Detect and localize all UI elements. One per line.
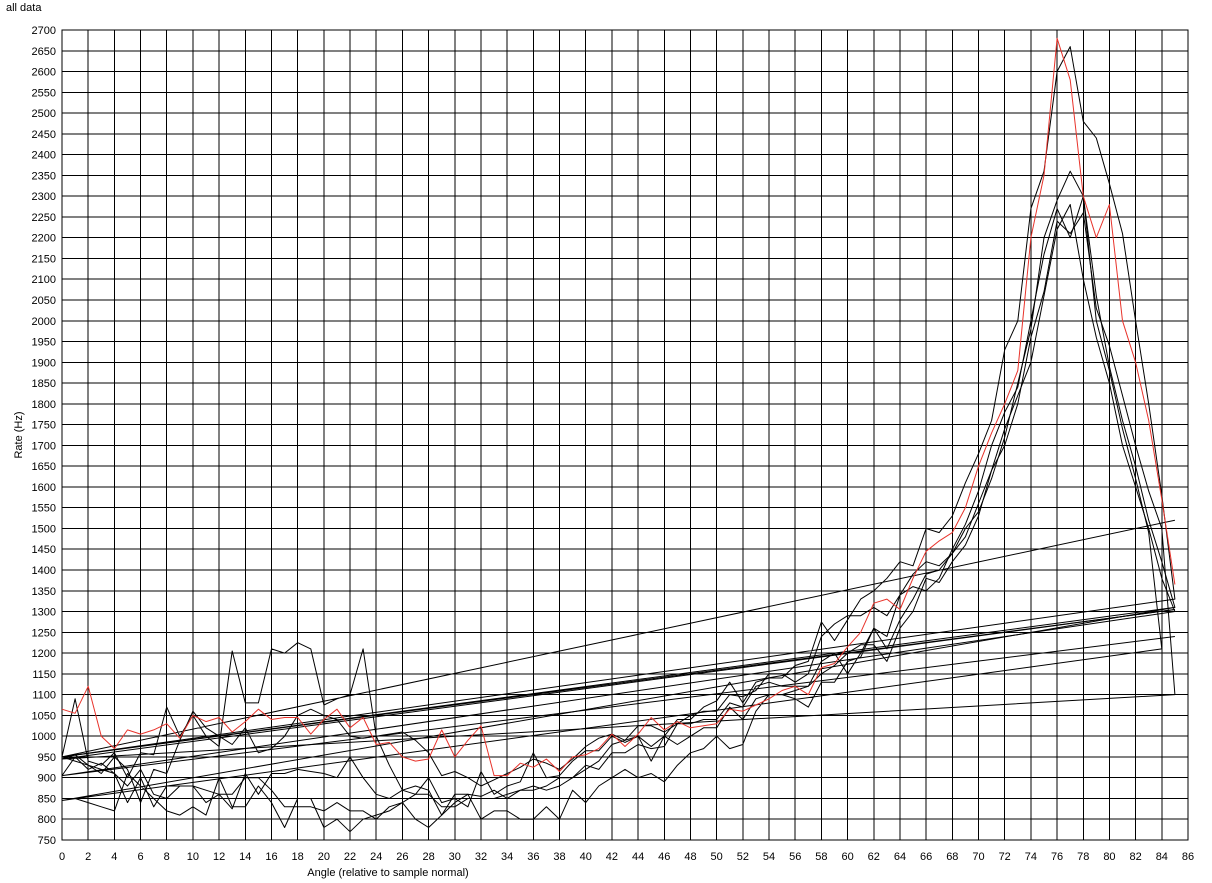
x-tick-label: 48: [684, 851, 696, 863]
x-tick-label: 80: [1103, 851, 1115, 863]
series-line-6: [61, 212, 1176, 820]
y-tick-label: 1450: [32, 544, 56, 556]
y-tick-label: 750: [38, 835, 56, 847]
x-tick-label: 58: [815, 851, 827, 863]
y-tick-label: 1150: [32, 669, 56, 681]
x-tick-label: 12: [213, 851, 225, 863]
x-tick-label: 36: [527, 851, 539, 863]
x-tick-label: 70: [972, 851, 984, 863]
y-tick-label: 2200: [32, 233, 56, 245]
y-tick-label: 1200: [32, 648, 56, 660]
y-tick-label: 1850: [32, 378, 56, 390]
x-tick-label: 34: [501, 851, 513, 863]
x-tick-label: 74: [1025, 851, 1037, 863]
y-tick-label: 2050: [32, 295, 56, 307]
y-tick-label: 1350: [32, 586, 56, 598]
y-tick-label: 2100: [32, 274, 56, 286]
x-tick-label: 42: [606, 851, 618, 863]
x-tick-label: 60: [841, 851, 853, 863]
x-tick-label: 2: [85, 851, 91, 863]
x-tick-label: 78: [1077, 851, 1089, 863]
x-tick-label: 16: [265, 851, 277, 863]
x-tick-label: 8: [164, 851, 170, 863]
y-tick-label: 950: [38, 752, 56, 764]
plot-area: [61, 29, 1189, 841]
x-tick-label: 54: [763, 851, 775, 863]
x-tick-label: 30: [449, 851, 461, 863]
x-tick-label: 24: [370, 851, 382, 863]
x-axis-label: Angle (relative to sample normal): [307, 867, 468, 879]
y-tick-label: 2550: [32, 87, 56, 99]
y-tick-label: 2150: [32, 253, 56, 265]
tick-labels: 0 2 4 6 8 10 12 14 16 18 20 22 24 26 28 30 32 34 36 38 40 42 4…: [32, 25, 1195, 863]
series-line-2: [61, 46, 1176, 808]
x-tick-label: 46: [658, 851, 670, 863]
y-tick-label: 2650: [32, 46, 56, 58]
y-tick-label: 2350: [32, 170, 56, 182]
x-tick-label: 68: [946, 851, 958, 863]
x-tick-label: 76: [1051, 851, 1063, 863]
y-tick-label: 800: [38, 814, 56, 826]
y-tick-label: 850: [38, 793, 56, 805]
y-tick-label: 1950: [32, 337, 56, 349]
x-tick-label: 72: [999, 851, 1011, 863]
y-tick-label: 2300: [32, 191, 56, 203]
series-line-3: [61, 170, 1176, 804]
y-tick-label: 2500: [32, 108, 56, 120]
series-group: [61, 37, 1176, 833]
y-tick-label: 1800: [32, 399, 56, 411]
x-tick-label: 20: [318, 851, 330, 863]
y-tick-label: 1050: [32, 710, 56, 722]
y-tick-label: 1550: [32, 503, 56, 515]
y-tick-label: 1600: [32, 482, 56, 494]
y-tick-label: 900: [38, 773, 56, 785]
x-tick-label: 26: [396, 851, 408, 863]
y-tick-label: 1000: [32, 731, 56, 743]
x-tick-label: 28: [422, 851, 434, 863]
y-tick-label: 2700: [32, 25, 56, 37]
x-tick-label: 0: [59, 851, 65, 863]
series-line-5: [61, 195, 1175, 833]
x-tick-label: 4: [111, 851, 117, 863]
y-tick-label: 2000: [32, 316, 56, 328]
x-tick-label: 84: [1156, 851, 1168, 863]
x-tick-label: 66: [920, 851, 932, 863]
x-tick-label: 6: [137, 851, 143, 863]
x-tick-label: 64: [894, 851, 906, 863]
x-tick-label: 62: [868, 851, 880, 863]
y-tick-label: 2400: [32, 150, 56, 162]
y-tick-label: 1300: [32, 607, 56, 619]
y-tick-label: 1650: [32, 461, 56, 473]
x-tick-label: 14: [239, 851, 251, 863]
x-tick-label: 86: [1182, 851, 1194, 863]
x-tick-label: 44: [632, 851, 644, 863]
series-line-1: [61, 37, 1176, 777]
y-tick-label: 1100: [32, 690, 56, 702]
x-tick-label: 56: [789, 851, 801, 863]
x-tick-label: 50: [711, 851, 723, 863]
y-tick-label: 2250: [32, 212, 56, 224]
y-tick-label: 1500: [32, 523, 56, 535]
y-tick-label: 1700: [32, 440, 56, 452]
y-tick-label: 1400: [32, 565, 56, 577]
x-tick-label: 52: [737, 851, 749, 863]
x-tick-label: 10: [187, 851, 199, 863]
y-tick-label: 1250: [32, 627, 56, 639]
y-axis-label: Rate (Hz): [13, 411, 25, 458]
y-tick-label: 2450: [32, 129, 56, 141]
y-tick-label: 2600: [32, 67, 56, 79]
y-tick-label: 1750: [32, 420, 56, 432]
x-tick-label: 38: [553, 851, 565, 863]
x-tick-label: 32: [475, 851, 487, 863]
series-line-4: [61, 204, 1176, 816]
x-tick-label: 18: [292, 851, 304, 863]
x-tick-label: 22: [344, 851, 356, 863]
y-tick-label: 1900: [32, 357, 56, 369]
x-tick-label: 40: [580, 851, 592, 863]
chart-title: all data: [6, 2, 42, 14]
x-tick-label: 82: [1130, 851, 1142, 863]
